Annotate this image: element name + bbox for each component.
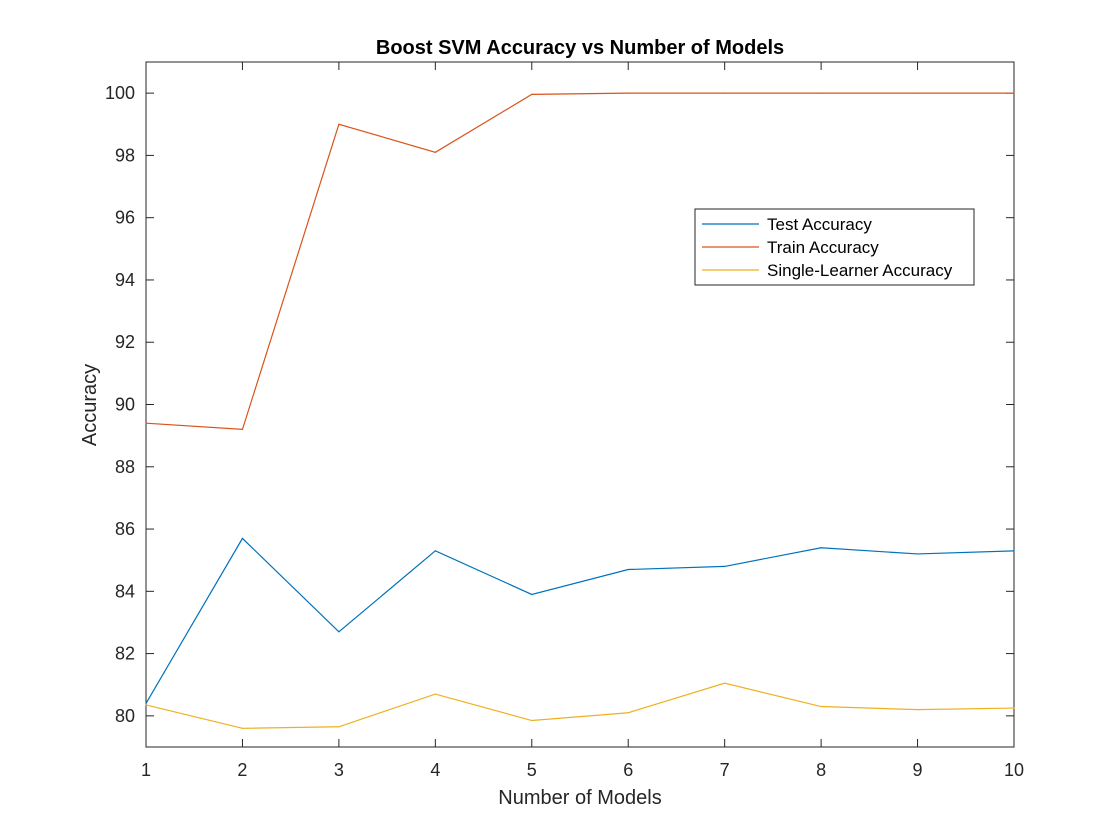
series-2-point [434,151,436,153]
series-3-point [338,726,340,728]
series-3-point [627,712,629,714]
x-tick-label: 2 [237,760,247,780]
series-2-point [1013,92,1015,94]
x-tick-label: 3 [334,760,344,780]
y-tick-label: 94 [115,270,135,290]
series-line-2 [145,92,1014,431]
series-2-point [627,92,629,94]
x-tick-label: 4 [430,760,440,780]
series-line-3 [145,682,1015,729]
series-1-point [724,565,726,568]
series-3-point [434,693,436,695]
series-3-point [724,682,726,684]
series-1-point [627,568,629,571]
y-tick-label: 92 [115,332,135,352]
series-1-point [241,537,244,539]
y-tick-label: 86 [115,519,135,539]
series-3-point [145,704,147,706]
series-2-point [338,123,340,125]
series-3-point [1013,707,1015,709]
series-3-point [531,719,533,722]
series-1-point [145,702,147,705]
series-1-point [1013,550,1015,552]
x-axis-label: Number of Models [498,787,661,809]
y-tick-label: 80 [115,706,135,726]
series-1-point [531,593,533,596]
x-tick-label: 1 [141,760,151,780]
y-tick-label: 98 [115,145,135,165]
series-1-point [820,547,822,549]
series-1-point [916,553,919,555]
legend-entry-3: Single-Learner Accuracy [767,261,953,280]
chart-title: Boost SVM Accuracy vs Number of Models [376,37,784,59]
plot-area: 1 2 3 4 5 6 7 8 9 10 80 82 84 86 88 90 92 94 96 98 100 Test A… [105,61,1024,780]
series-2-point [145,422,147,424]
y-tick-label: 82 [115,644,135,664]
x-tick-label: 5 [527,760,537,780]
x-tick-label: 10 [1004,760,1024,780]
series-2-point [241,428,244,431]
legend-entry-2: Train Accuracy [767,238,879,257]
series-3-point [820,705,822,708]
series-3-point [241,727,244,729]
legend-entry-1: Test Accuracy [767,215,872,234]
y-axis-label: Accuracy [79,364,101,446]
series-2-point [820,92,822,94]
series-1-point [434,550,436,552]
series-3-point [916,709,919,711]
y-tick-label: 96 [115,208,135,228]
y-tick-label: 84 [115,581,135,601]
x-tick-label: 8 [816,760,826,780]
series-2-point [531,93,533,95]
series-1-point [338,631,340,633]
y-tick-label: 100 [105,83,135,103]
series-2-point [724,92,726,94]
y-tick-label: 90 [115,395,135,415]
x-tick-label: 6 [623,760,633,780]
x-tick-label: 7 [720,760,730,780]
x-tick-label: 9 [913,760,923,780]
series-line-1 [145,537,1015,704]
series-2-point [916,92,919,94]
y-tick-label: 88 [115,457,135,477]
